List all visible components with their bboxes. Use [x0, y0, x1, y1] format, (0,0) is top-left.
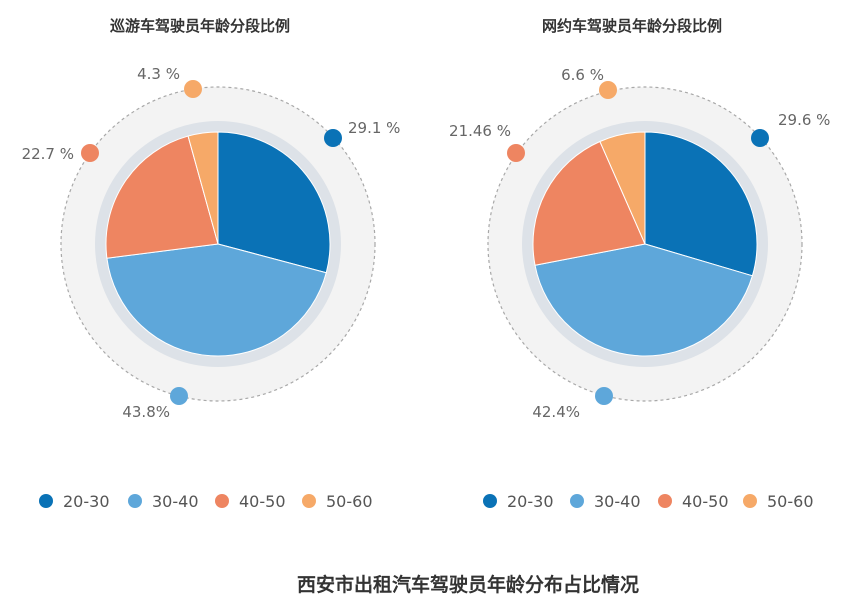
legend-swatch [128, 494, 142, 508]
pie-chart-cruise-taxi: 巡游车驾驶员年龄分段比例 29.1 % 43.8% 22.7 % 4.3 % 20-30… [22, 17, 401, 511]
slice-marker-dot [170, 387, 188, 405]
slice-marker-dot [81, 144, 99, 162]
figure-title: 西安市出租汽车驾驶员年龄分布占比情况 [297, 573, 639, 596]
data-label: 43.8% [122, 403, 170, 421]
pie-slice-20-30 [644, 131, 758, 277]
pie-slice-30-40 [106, 243, 327, 357]
data-label: 22.7 % [22, 145, 74, 163]
legend-swatch [658, 494, 672, 508]
pie-slice-50-60 [599, 131, 646, 245]
legend-label: 40-50 [239, 492, 286, 511]
legend-label: 50-60 [767, 492, 814, 511]
pie-chart-ride-hailing: 网约车驾驶员年龄分段比例 29.6 % 42.4% 21.46 % 6.6 % 20-3… [449, 17, 830, 511]
legend-swatch [743, 494, 757, 508]
data-label: 4.3 % [137, 65, 180, 83]
pie-slice-30-40 [534, 243, 754, 357]
slice-marker-dot [595, 387, 613, 405]
legend-label: 20-30 [63, 492, 110, 511]
pie-slice-50-60 [187, 131, 219, 245]
slice-marker-dot [599, 81, 617, 99]
legend-label: 30-40 [594, 492, 641, 511]
data-label: 29.6 % [778, 111, 830, 129]
slice-marker-dot [751, 129, 769, 147]
data-label: 42.4% [532, 403, 580, 421]
legend-swatch [570, 494, 584, 508]
chart-title: 网约车驾驶员年龄分段比例 [542, 17, 722, 35]
legend-swatch [483, 494, 497, 508]
slice-marker-dot [507, 144, 525, 162]
legend-swatch [215, 494, 229, 508]
pie-slice-40-50 [105, 135, 219, 259]
pie-slice-20-30 [217, 131, 331, 274]
legend-swatch [39, 494, 53, 508]
legend-label: 20-30 [507, 492, 554, 511]
data-label: 21.46 % [449, 122, 511, 140]
legend-label: 50-60 [326, 492, 373, 511]
legend-label: 30-40 [152, 492, 199, 511]
data-label: 29.1 % [348, 119, 400, 137]
slice-marker-dot [324, 129, 342, 147]
data-label: 6.6 % [561, 66, 604, 84]
legend-label: 40-50 [682, 492, 729, 511]
legend-swatch [302, 494, 316, 508]
pie-slice-40-50 [532, 140, 646, 266]
chart-title: 巡游车驾驶员年龄分段比例 [110, 17, 290, 35]
slice-marker-dot [184, 80, 202, 98]
